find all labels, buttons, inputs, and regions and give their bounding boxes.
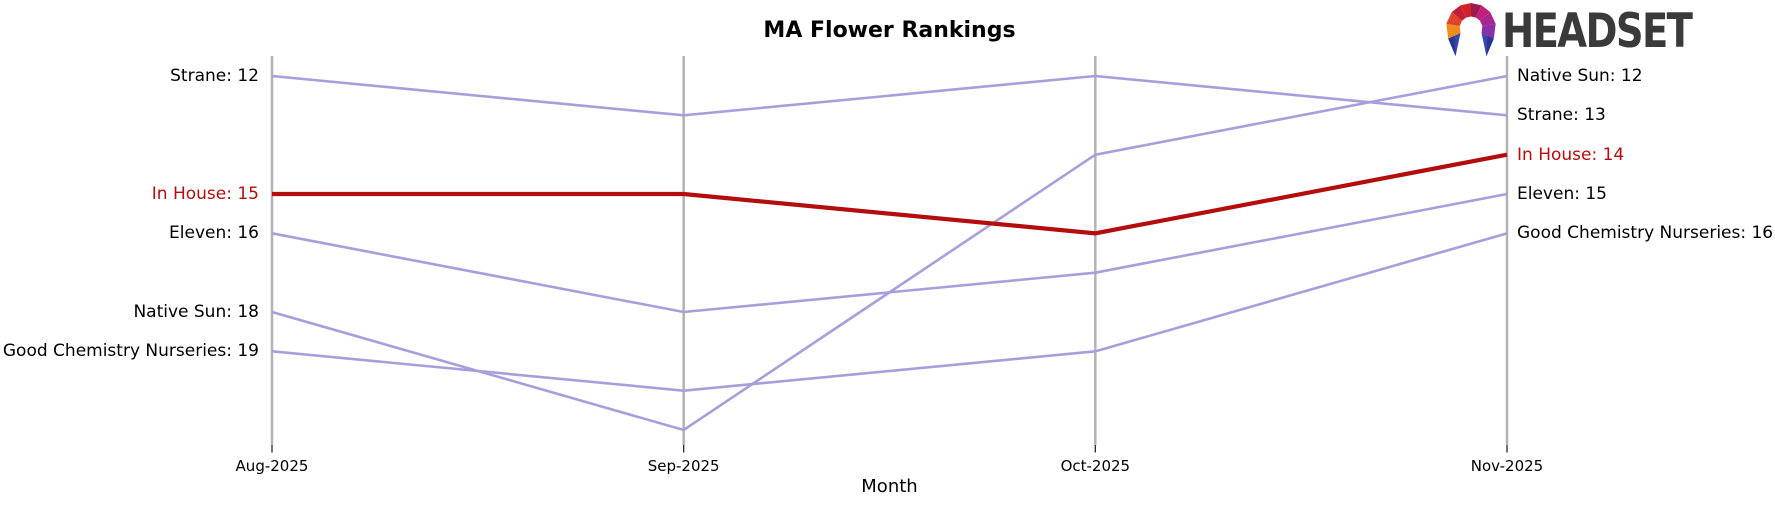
series-line-strane: [271, 74, 1508, 117]
left-label-good-chemistry-nurseries: Good Chemistry Nurseries: 19: [2, 341, 259, 362]
x-tick-label: Nov-2025: [1470, 457, 1544, 475]
series-line-good-chemistry-nurseries: [271, 232, 1508, 392]
x-tick-label: Aug-2025: [235, 457, 309, 475]
headset-logo-icon: [1446, 3, 1496, 57]
headset-logo-text: HEADSET: [1502, 3, 1693, 59]
right-label-strane: Strane: 13: [1517, 105, 1606, 126]
x-axis-title: Month: [861, 476, 918, 497]
x-tick-label: Sep-2025: [647, 457, 720, 475]
left-label-in-house: In House: 15: [151, 184, 259, 204]
right-label-eleven: Eleven: 15: [1517, 184, 1607, 204]
left-label-strane: Strane: 12: [170, 66, 259, 86]
right-label-good-chemistry-nurseries: Good Chemistry Nurseries: 16: [1517, 223, 1774, 244]
right-label-in-house: In House: 14: [1517, 144, 1625, 165]
left-label-native-sun: Native Sun: 18: [133, 302, 259, 322]
right-label-native-sun: Native Sun: 12: [1517, 66, 1643, 86]
chart-title: MA Flower Rankings: [763, 18, 1016, 43]
left-label-eleven: Eleven: 16: [169, 223, 259, 244]
x-tick-label: Oct-2025: [1060, 457, 1131, 475]
headset-logo: HEADSET: [1444, 2, 1733, 60]
series-line-in-house: [272, 152, 1508, 236]
series-line-native-sun: [271, 74, 1508, 432]
